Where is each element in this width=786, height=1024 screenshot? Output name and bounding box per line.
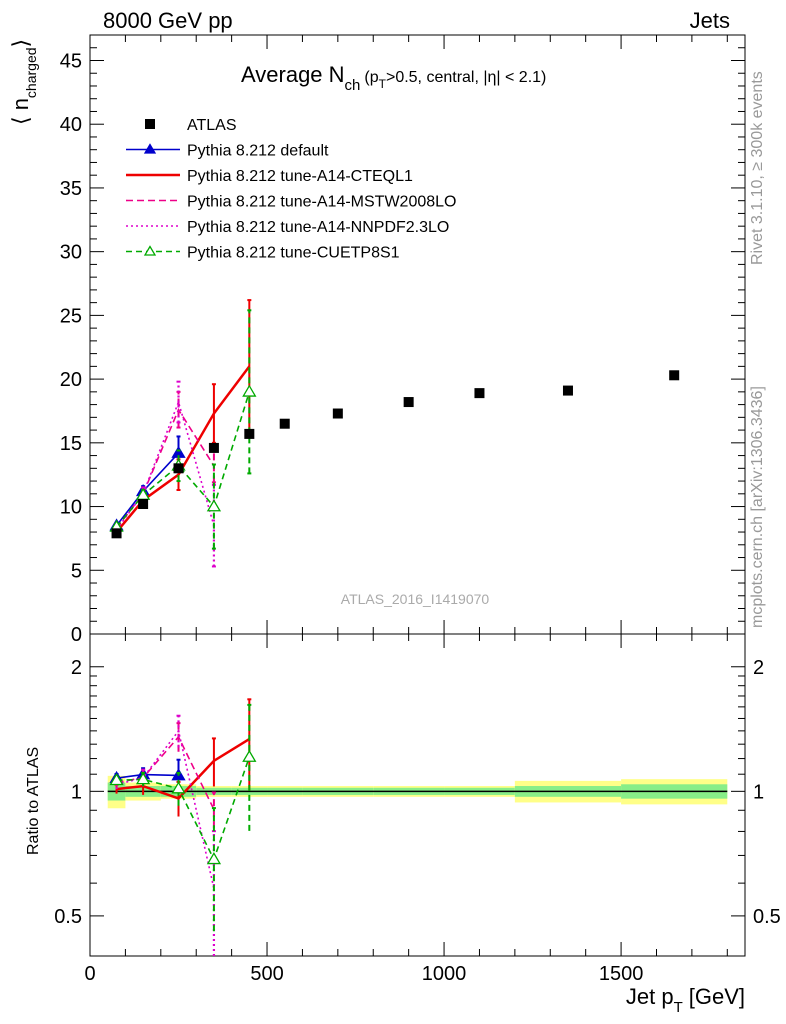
- series-line: [115, 391, 251, 528]
- series-marker: [135, 772, 151, 785]
- x-axis-label-main: Jet p: [626, 984, 674, 1009]
- series-marker: [143, 143, 157, 154]
- y-axis-label-end: ⟩: [8, 39, 33, 48]
- main-panel: 0 5 10 15 20 25 30 35 40 45: [60, 34, 746, 646]
- data-point: [279, 418, 290, 429]
- side-label-bottom: mcplots.cern.ch [arXiv:1306.3436]: [749, 386, 766, 628]
- data-point: [111, 528, 122, 539]
- series-line: [115, 407, 215, 529]
- ratio-y-tick-label: 2: [753, 657, 764, 679]
- ratio-y-tick-label: 1: [753, 781, 764, 803]
- data-point: [474, 388, 485, 399]
- ratio-frame: [89, 633, 746, 957]
- y-tick-label: 30: [60, 242, 82, 264]
- legend-entry: Pythia 8.212 default: [126, 143, 329, 160]
- series-marker: [206, 852, 222, 865]
- series-marker: [242, 384, 257, 397]
- series-marker: [242, 749, 257, 762]
- x-axis-label-sub: T: [674, 999, 683, 1016]
- series-4: [109, 309, 257, 550]
- legend-label: Pythia 8.212 tune-A14-CTEQL1: [187, 168, 413, 185]
- series-line: [115, 365, 251, 533]
- data-point: [173, 463, 184, 474]
- analysis-watermark: ATLAS_2016_I1419070: [341, 591, 490, 607]
- header-left: 8000 GeV pp: [103, 8, 233, 33]
- x-tick-label: 0: [84, 963, 95, 985]
- data-point: [332, 408, 343, 419]
- y-tick-label: 35: [60, 178, 82, 200]
- chart-title: Average Nch (pT>0.5, central, |η| < 2.1): [241, 62, 546, 94]
- ratio-y-axis-label: Ratio to ATLAS: [25, 747, 42, 855]
- ratio-y-tick-label: 1: [71, 781, 82, 803]
- legend-symbol: [145, 119, 155, 129]
- series-marker: [143, 245, 157, 256]
- x-axis-label: Jet pT [GeV]: [626, 984, 745, 1016]
- data-point: [138, 499, 149, 510]
- y-tick-label: 15: [60, 433, 82, 455]
- series-marker: [109, 773, 124, 786]
- legend-entry: Pythia 8.212 tune-A14-MSTW2008LO: [126, 194, 456, 211]
- ratio-series-line: [116, 756, 251, 862]
- legend-entry: ATLAS: [145, 117, 237, 134]
- legend-label: Pythia 8.212 tune-A14-NNPDF2.3LO: [187, 219, 449, 236]
- data-point: [244, 428, 255, 439]
- y-axis-label-sub: charged: [23, 47, 39, 98]
- data-point: [669, 370, 680, 381]
- ratio-series-4: [109, 703, 257, 932]
- data-point: [403, 397, 414, 408]
- x-axis-label-unit: [GeV]: [689, 984, 745, 1009]
- chart-title-details: (p: [364, 69, 378, 86]
- series-3: [114, 380, 216, 568]
- legend-entry: Pythia 8.212 tune-A14-NNPDF2.3LO: [126, 219, 449, 236]
- series-marker: [171, 781, 186, 794]
- header-right: Jets: [690, 8, 730, 33]
- svg-text:⟨ ncharged⟩: ⟨ ncharged⟩: [8, 39, 39, 125]
- y-tick-label: 20: [60, 369, 82, 391]
- legend-label: Pythia 8.212 tune-A14-MSTW2008LO: [187, 194, 456, 211]
- y-tick-label: 0: [71, 624, 82, 646]
- ratio-series-line: [116, 729, 215, 889]
- y-tick-label: 25: [60, 305, 82, 327]
- ratio-y-tick-label: 0.5: [753, 906, 781, 928]
- x-tick-label: 500: [250, 963, 283, 985]
- chart-title-main: Average N: [241, 62, 345, 87]
- data-point: [562, 385, 573, 396]
- ratio-y-tick-label: 2: [71, 657, 82, 679]
- legend-label: Pythia 8.212 tune-CUETP8S1: [187, 245, 400, 262]
- y-axis-label: ⟨ ncharged⟩: [8, 39, 39, 125]
- ratio-y-tick-label: 0.5: [54, 906, 82, 928]
- x-tick-label: 1500: [599, 963, 644, 985]
- data-point: [208, 442, 219, 453]
- y-axis-label-main: ⟨ n: [8, 98, 33, 125]
- series-marker: [206, 499, 222, 512]
- y-tick-label: 10: [60, 497, 82, 519]
- legend: ATLAS Pythia 8.212 default Pythia 8.212 tu…: [126, 117, 456, 262]
- chart-title-details-end: >0.5, central, |η| < 2.1): [386, 69, 546, 86]
- legend-entry: Pythia 8.212 tune-A14-CTEQL1: [126, 168, 413, 185]
- legend-label: ATLAS: [187, 117, 237, 134]
- chart-title-details-sub: T: [379, 77, 387, 91]
- ratio-panel: 0 500 1000 1500 0.5 0.5 1 1 2 2: [54, 633, 781, 985]
- legend-entry: Pythia 8.212 tune-CUETP8S1: [126, 245, 400, 262]
- chart-title-sub: ch: [345, 77, 361, 94]
- legend-label: Pythia 8.212 default: [187, 143, 329, 160]
- side-label-top: Rivet 3.1.10, ≥ 300k events: [749, 71, 766, 265]
- y-tick-label: 5: [71, 560, 82, 582]
- x-tick-label: 1000: [422, 963, 467, 985]
- y-tick-label: 40: [60, 114, 82, 136]
- y-tick-label: 45: [60, 50, 82, 72]
